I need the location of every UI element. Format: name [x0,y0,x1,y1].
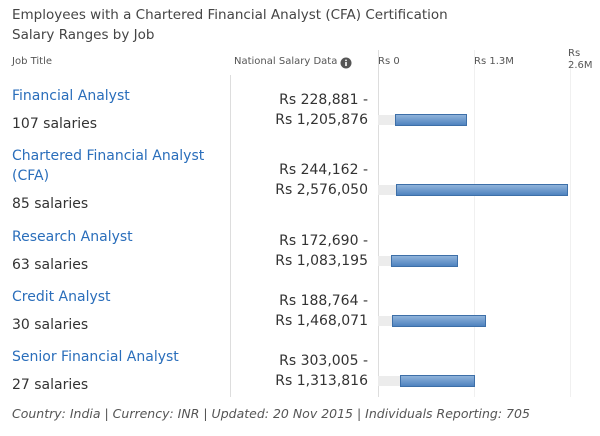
salary-min: Rs 244,162 - [279,162,368,178]
x-tick-label: Rs 1.3M [474,56,514,67]
salary-count: 63 salaries [12,257,89,273]
range-track [378,256,391,266]
range-track [378,376,401,386]
salary-min: Rs 188,764 - [279,293,368,309]
job-title-link[interactable]: Research Analyst [12,229,133,245]
range-track [378,316,392,326]
x-tick-label: Rs 0 [378,56,400,67]
salary-min: Rs 228,881 - [279,92,368,108]
salary-count: 85 salaries [12,196,89,212]
title: Employees with a Chartered Financial Ana… [12,7,448,23]
info-icon[interactable] [340,57,352,69]
salary-max: Rs 2,576,050 [275,182,368,198]
salary-range-bar [396,184,569,196]
salary-count: 30 salaries [12,317,89,333]
salary-range-bar [400,375,476,387]
salary-max: Rs 1,313,816 [275,373,368,389]
salary-max: Rs 1,468,071 [275,313,368,329]
salary-count: 27 salaries [12,377,89,393]
column-header: National Salary Data [234,56,338,67]
footer: Country: India | Currency: INR | Updated… [12,406,530,421]
range-track [378,185,397,195]
job-title-link[interactable]: Senior Financial Analyst [12,349,179,365]
grid-line [474,50,475,397]
salary-count: 107 salaries [12,116,98,132]
grid-line [570,50,571,397]
salary-min: Rs 303,005 - [279,353,368,369]
column-header: Job Title [12,56,53,67]
range-track [378,115,395,125]
column-divider [230,75,231,397]
salary-range-bar [391,315,487,327]
job-title-link[interactable]: Chartered Financial Analyst (CFA) [12,148,205,184]
salary-range-bar [390,255,458,267]
job-title-link[interactable]: Credit Analyst [12,289,111,305]
job-title-link[interactable]: Financial Analyst [12,88,130,104]
subtitle: Salary Ranges by Job [12,27,155,43]
salary-max: Rs 1,083,195 [275,253,368,269]
x-tick-label: Rs 2.6M [568,48,593,71]
salary-range-bar [394,114,468,126]
grid-line [378,50,379,397]
salary-max: Rs 1,205,876 [275,112,368,128]
salary-min: Rs 172,690 - [279,233,368,249]
